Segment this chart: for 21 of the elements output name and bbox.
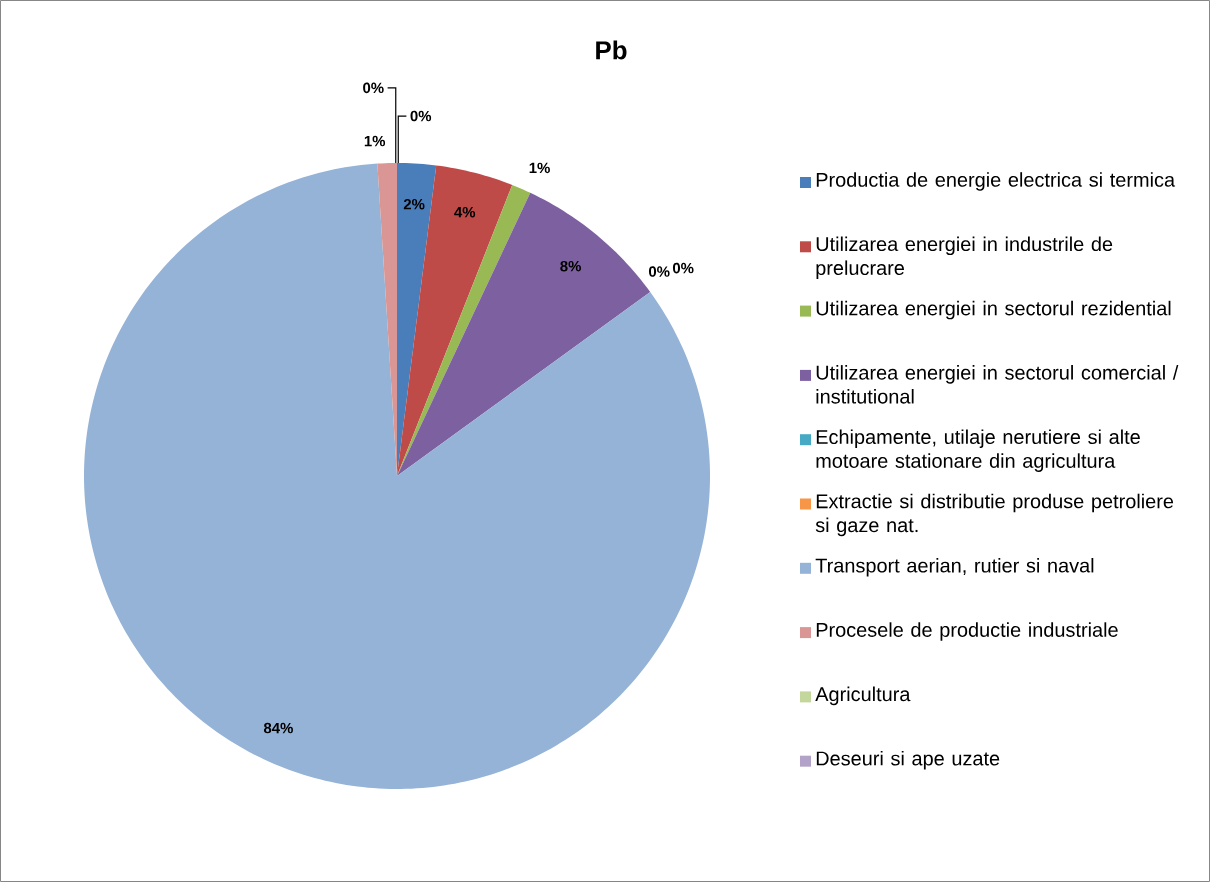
legend-label: Transport aerian, rutier si naval (815, 558, 1094, 577)
chart-title: Pb (596, 40, 627, 60)
legend-label: Productia de energie electrica si termica (816, 172, 1176, 191)
data-label: 2% (403, 198, 425, 210)
legend-label: Utilizarea energiei in sectorul rezidential (816, 300, 1171, 320)
legend-label: Extractie si distributie produse petroliere si gaze nat. (815, 493, 1174, 537)
legend-label: Utilizarea energiei in sectorul comercial / institutional (816, 365, 1179, 404)
legend-label: Echipamente, utilaje nerutiere si alte motoare stationare din agricultura (816, 429, 1140, 472)
data-label: 84% (263, 722, 293, 734)
text: 0% (648, 266, 670, 277)
data-label: 4% (454, 206, 476, 218)
legend-label: Utilizarea energiei in industrile de prelucrare (816, 236, 1113, 279)
text: 0% (363, 82, 384, 94)
text: 0% (672, 262, 694, 274)
legend-label: Procesele de productie industriale (816, 622, 1118, 641)
legend-label: Agricultura (815, 686, 911, 706)
legend-label: Deseuri si ape uzate (816, 750, 1000, 770)
data-label: 8% (560, 260, 581, 272)
text: 0% (410, 110, 432, 122)
data-label: 1% (364, 135, 386, 147)
data-label: 1% (529, 162, 550, 174)
